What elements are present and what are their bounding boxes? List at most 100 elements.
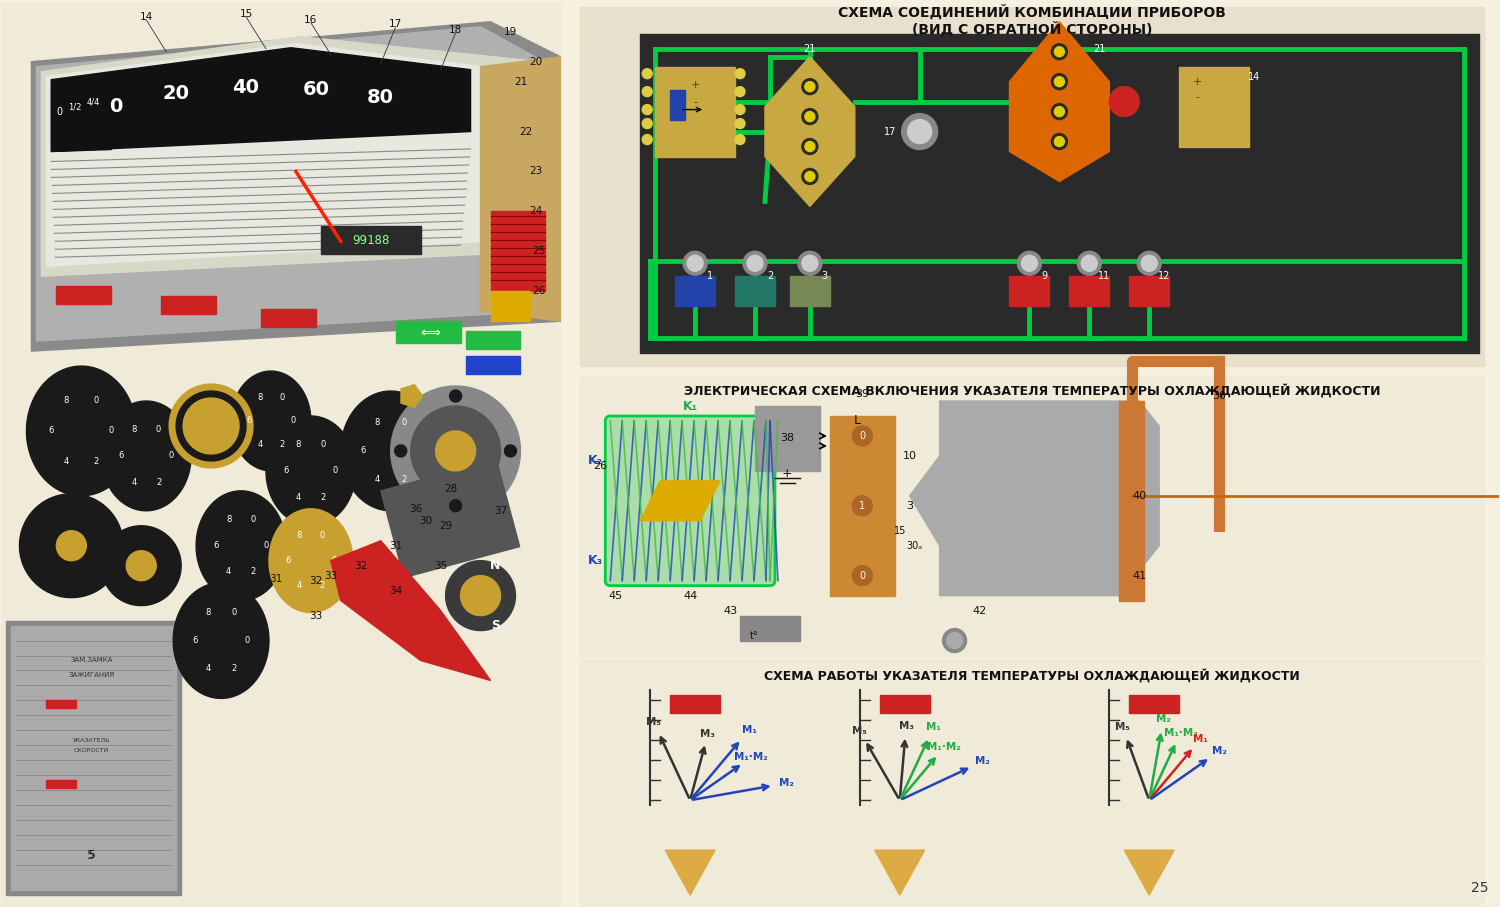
Text: M₁·M₂: M₁·M₂ <box>735 753 768 763</box>
Text: 0: 0 <box>244 636 250 645</box>
Text: 4: 4 <box>130 478 136 486</box>
Polygon shape <box>480 57 561 321</box>
Text: 32: 32 <box>354 561 368 571</box>
Polygon shape <box>170 384 254 468</box>
Text: 1/2: 1/2 <box>68 102 81 111</box>
Text: 80: 80 <box>368 88 394 107</box>
Text: 9: 9 <box>1041 271 1047 281</box>
Text: M₁·M₂: M₁·M₂ <box>1164 727 1197 737</box>
FancyBboxPatch shape <box>606 416 776 586</box>
Text: M₅: M₅ <box>646 717 662 727</box>
Text: M₃: M₃ <box>898 721 914 731</box>
Polygon shape <box>394 445 406 457</box>
Text: 39: 39 <box>855 389 870 399</box>
Circle shape <box>735 119 746 129</box>
Polygon shape <box>32 22 561 351</box>
Bar <box>1119 401 1144 600</box>
Circle shape <box>802 255 818 271</box>
Text: 8: 8 <box>375 418 380 427</box>
Text: 10: 10 <box>903 451 916 461</box>
Circle shape <box>1054 107 1065 117</box>
Circle shape <box>682 251 706 275</box>
Bar <box>656 67 735 157</box>
Polygon shape <box>435 431 476 471</box>
Text: 43: 43 <box>723 606 736 616</box>
Text: M₂: M₂ <box>1212 746 1227 756</box>
Polygon shape <box>51 77 111 151</box>
Bar <box>490 291 531 321</box>
Text: 2: 2 <box>156 478 160 486</box>
Polygon shape <box>411 406 501 496</box>
Circle shape <box>946 632 963 649</box>
Text: 30: 30 <box>1212 391 1225 401</box>
Text: 6: 6 <box>48 426 54 435</box>
Text: 0: 0 <box>291 416 296 425</box>
Bar <box>1010 277 1050 307</box>
Polygon shape <box>27 366 136 496</box>
Text: 8: 8 <box>206 609 210 618</box>
Text: 21: 21 <box>1094 44 1106 54</box>
Text: 3: 3 <box>906 501 914 511</box>
Text: 23: 23 <box>530 167 542 177</box>
Polygon shape <box>20 493 123 598</box>
Text: M₂: M₂ <box>1156 714 1172 724</box>
Text: 8: 8 <box>258 393 262 402</box>
Text: 8: 8 <box>130 425 136 434</box>
Text: 0: 0 <box>168 452 174 461</box>
FancyArrowPatch shape <box>682 107 700 112</box>
Text: 0: 0 <box>332 556 336 565</box>
Circle shape <box>942 629 966 652</box>
Text: M₂: M₂ <box>778 778 794 788</box>
Circle shape <box>642 134 652 144</box>
Text: 0: 0 <box>416 446 422 455</box>
Text: 0: 0 <box>320 532 326 541</box>
Bar <box>2 2 561 907</box>
Circle shape <box>642 104 652 114</box>
Text: 2: 2 <box>402 475 406 484</box>
Polygon shape <box>450 500 462 512</box>
Text: M₃: M₃ <box>700 728 715 738</box>
Text: 21: 21 <box>514 77 526 87</box>
Circle shape <box>747 255 764 271</box>
Bar <box>396 321 460 343</box>
Text: 17: 17 <box>388 19 402 29</box>
Polygon shape <box>268 509 352 612</box>
Bar <box>580 6 1484 366</box>
Bar <box>879 696 930 714</box>
Bar <box>1070 277 1110 307</box>
Text: t°: t° <box>750 630 759 640</box>
Text: 22: 22 <box>519 127 532 137</box>
Polygon shape <box>1125 850 1174 895</box>
Text: 0: 0 <box>262 541 268 551</box>
Text: 5: 5 <box>87 849 96 862</box>
Text: 8: 8 <box>63 395 69 405</box>
Text: M₁·M₂: M₁·M₂ <box>927 743 962 753</box>
Text: M₂: M₂ <box>975 756 990 766</box>
Text: 24: 24 <box>530 207 542 217</box>
Text: 33: 33 <box>324 571 338 580</box>
Circle shape <box>908 120 932 143</box>
Polygon shape <box>446 561 516 630</box>
Text: 17: 17 <box>884 127 896 137</box>
Bar <box>6 620 182 895</box>
Bar <box>465 331 520 349</box>
Text: N: N <box>490 560 501 572</box>
Text: 6: 6 <box>213 541 219 551</box>
Bar <box>580 376 1484 656</box>
Text: 4/4: 4/4 <box>87 97 100 106</box>
Text: СХЕМА СОЕДИНЕНИЙ КОМБИНАЦИИ ПРИБОРОВ
(ВИД С ОБРАТНОЙ СТОРОНЫ): СХЕМА СОЕДИНЕНИЙ КОМБИНАЦИИ ПРИБОРОВ (ВИ… <box>839 5 1226 37</box>
Text: 4: 4 <box>375 475 380 484</box>
Bar <box>12 626 176 890</box>
Circle shape <box>798 251 822 275</box>
Text: 40: 40 <box>232 78 260 97</box>
Text: 42: 42 <box>972 606 987 616</box>
Text: K₁: K₁ <box>682 399 698 413</box>
Text: 40: 40 <box>1132 491 1146 501</box>
Text: M₅: M₅ <box>852 726 867 736</box>
Text: СХЕМА РАБОТЫ УКАЗАТЕЛЯ ТЕМПЕРАТУРЫ ОХЛАЖДАЮЩЕЙ ЖИДКОСТИ: СХЕМА РАБОТЫ УКАЗАТЕЛЯ ТЕМПЕРАТУРЫ ОХЛАЖ… <box>764 668 1300 682</box>
Text: +: + <box>782 467 792 481</box>
Polygon shape <box>504 445 516 457</box>
Text: 6: 6 <box>284 466 290 475</box>
Circle shape <box>642 69 652 79</box>
Polygon shape <box>172 582 268 698</box>
